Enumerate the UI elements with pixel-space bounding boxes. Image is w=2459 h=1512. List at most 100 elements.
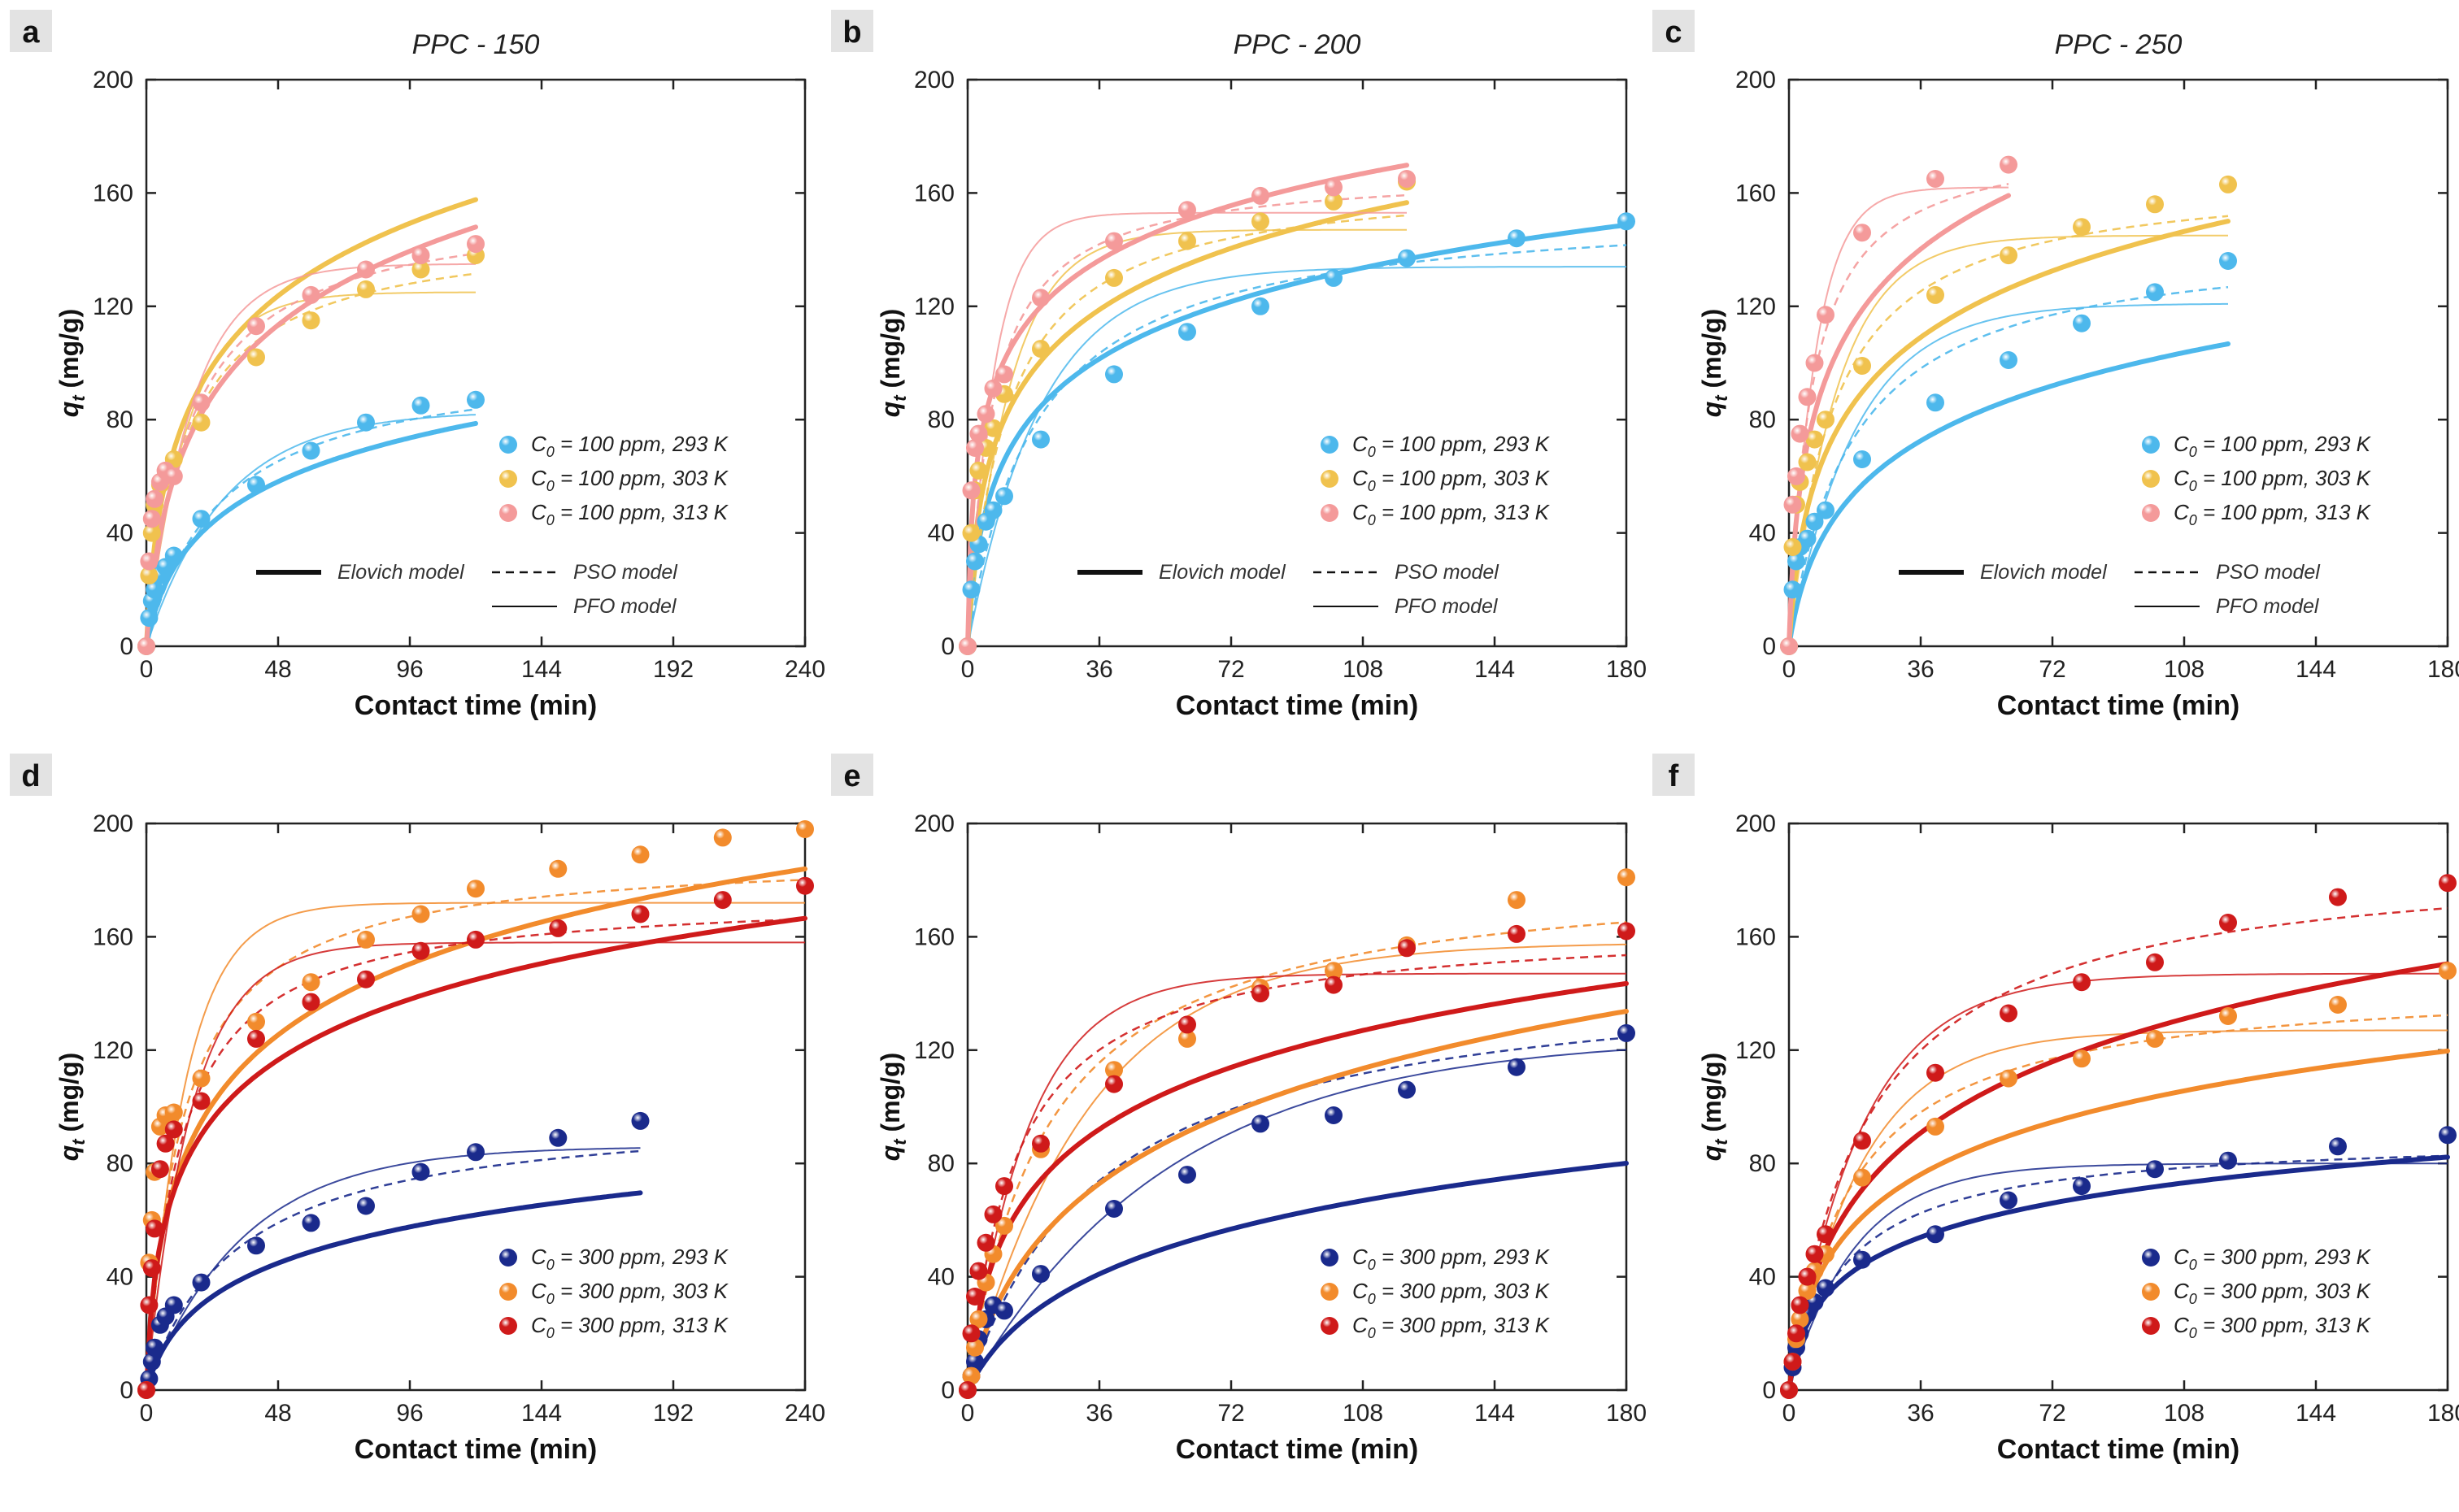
data-point-series-3 <box>140 1296 159 1314</box>
data-point-series-3 <box>1783 1353 1802 1371</box>
legend-c: C <box>1352 1245 1368 1269</box>
data-point-series-1 <box>1251 297 1269 315</box>
data-point-series-1 <box>2219 1151 2237 1170</box>
legend-marker-3 <box>2142 504 2160 522</box>
data-point-series-1 <box>1105 1200 1123 1218</box>
legend-label: = 100 ppm, 303 K <box>555 466 729 490</box>
legend-entry-1: C0 = 300 ppm, 293 K <box>531 1245 729 1273</box>
data-point-series-1 <box>2073 314 2091 332</box>
legend-marker-3 <box>499 1317 517 1335</box>
y-tick-label: 0 <box>120 1377 133 1404</box>
y-axis-label: qt (mg/g) <box>876 309 910 418</box>
data-point-series-3 <box>984 379 1003 398</box>
data-point-series-3 <box>1032 1134 1050 1153</box>
data-point-series-1 <box>1251 1114 1269 1133</box>
pfo-curve-series-3 <box>1788 186 2009 647</box>
data-point-series-1 <box>984 501 1003 519</box>
data-point-series-3 <box>1325 178 1343 197</box>
x-tick-label: 144 <box>521 1400 562 1427</box>
legend-entry-1: C0 = 100 ppm, 293 K <box>2174 432 2372 460</box>
data-point-series-3 <box>1251 186 1269 205</box>
y-tick-label: 0 <box>941 1377 955 1404</box>
data-point-series-3 <box>1398 170 1416 188</box>
legend-label: = 100 ppm, 313 K <box>555 500 729 524</box>
legend-sub: 0 <box>546 478 555 494</box>
data-point-series-2 <box>984 419 1003 437</box>
legend-label: = 100 ppm, 293 K <box>555 432 729 456</box>
data-point-series-2 <box>302 973 320 992</box>
data-point-series-3 <box>549 919 568 937</box>
legend-sub: 0 <box>1368 478 1376 494</box>
legend-sub: 0 <box>2189 512 2197 528</box>
data-point-series-3 <box>411 246 430 265</box>
legend-sub: 0 <box>2189 444 2197 460</box>
data-point-series-1 <box>1617 1023 1635 1042</box>
panel-c: c PPC - 250 0 36 72 108 144 180 0 40 80 120 160 200 Co… <box>1643 0 2459 744</box>
plot-frame <box>966 78 1628 648</box>
elovich-curve-series-1 <box>144 420 478 649</box>
data-point-series-3 <box>713 891 732 910</box>
data-point-series-3 <box>959 637 977 655</box>
data-point-series-1 <box>1325 1106 1343 1124</box>
pfo-curve-series-1 <box>1788 1162 2448 1391</box>
y-tick-label: 200 <box>1735 67 1776 93</box>
data-point-series-2 <box>962 1366 981 1385</box>
y-axis-subscript: t <box>1711 1138 1731 1145</box>
panel-letter: f <box>1669 759 1679 793</box>
data-point-series-2 <box>1105 1061 1123 1080</box>
data-point-series-2 <box>411 260 430 279</box>
panel-letter: a <box>22 15 40 50</box>
panel-title: PPC - 200 <box>1234 29 1361 60</box>
legend-c: C <box>531 1279 546 1303</box>
data-point-series-2 <box>2073 218 2091 237</box>
data-point-series-3 <box>631 905 650 923</box>
legend-c: C <box>1352 432 1368 456</box>
data-point-series-1 <box>357 413 375 432</box>
x-tick-label: 108 <box>1343 656 1383 683</box>
data-point-series-2 <box>1783 538 1802 556</box>
data-point-series-3 <box>1817 306 1834 324</box>
legend-label: = 100 ppm, 293 K <box>2197 432 2372 456</box>
data-point-series-2 <box>140 566 159 584</box>
model-legend-pfo: PFO model <box>573 595 677 618</box>
data-point-series-3 <box>2146 953 2164 971</box>
chart-d: d 0 48 96 144 192 240 0 40 80 120 160 200 Contact tim… <box>10 754 825 1465</box>
data-point-series-1 <box>2439 1126 2457 1145</box>
x-tick-label: 96 <box>396 656 423 683</box>
pfo-curve-series-2 <box>146 902 805 1391</box>
pfo-curve-series-1 <box>967 266 1626 647</box>
legend-sub: 0 <box>1368 1325 1376 1341</box>
x-tick-label: 48 <box>264 1400 291 1427</box>
elovich-curve-series-1 <box>1787 1154 2450 1393</box>
elovich-curve-series-3 <box>965 980 1629 1393</box>
elovich-curve-series-3 <box>1787 961 2450 1393</box>
data-point-series-3 <box>995 365 1013 384</box>
data-point-series-1 <box>1508 1058 1525 1076</box>
data-point-series-2 <box>411 905 430 923</box>
x-axis-label: Contact time (min) <box>1176 690 1418 721</box>
x-tick-label: 144 <box>2296 1400 2336 1427</box>
data-point-series-3 <box>2073 973 2091 992</box>
legend-c: C <box>1352 1279 1368 1303</box>
data-point-series-1 <box>411 396 430 415</box>
pfo-curve-series-3 <box>967 972 1626 1391</box>
data-point-series-3 <box>977 1233 995 1252</box>
x-tick-label: 108 <box>1343 1400 1383 1427</box>
elovich-curve-series-1 <box>144 1190 643 1393</box>
data-point-series-1 <box>146 580 164 599</box>
data-point-series-3 <box>247 1029 265 1048</box>
y-tick-label: 200 <box>914 810 955 837</box>
legend-marker-1 <box>499 1249 517 1267</box>
legend-entry-2: C0 = 100 ppm, 303 K <box>2174 466 2372 494</box>
model-legend-pso: PSO model <box>1395 561 1499 584</box>
data-point-series-3 <box>984 1205 1003 1223</box>
data-point-series-3 <box>1783 495 1802 514</box>
y-tick-label: 40 <box>107 520 133 547</box>
legend-entry-1: C0 = 300 ppm, 293 K <box>1352 1245 1551 1273</box>
data-point-series-2 <box>962 524 981 542</box>
data-point-series-1 <box>146 1338 164 1357</box>
legend-c: C <box>531 1245 546 1269</box>
legend-c: C <box>2174 432 2189 456</box>
y-tick-label: 120 <box>1735 293 1776 320</box>
